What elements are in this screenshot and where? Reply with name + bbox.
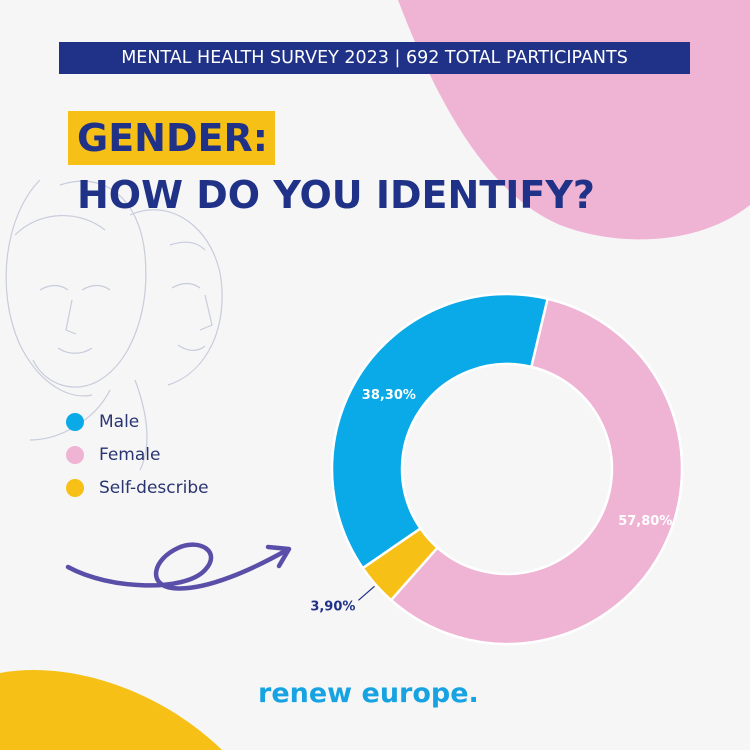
yellow-blob	[0, 670, 222, 750]
survey-banner: MENTAL HEALTH SURVEY 2023 | 692 TOTAL PA…	[59, 42, 690, 74]
data-label-male: 38,30%	[362, 388, 416, 403]
legend-item-self-describe: Self-describe	[66, 471, 209, 504]
data-label-female: 57,80%	[618, 514, 672, 529]
legend-label-male: Male	[99, 411, 140, 432]
slice-male	[330, 292, 550, 570]
title-highlight: GENDER:	[68, 111, 275, 165]
arrow-icon	[65, 542, 290, 591]
legend-swatch-male	[66, 412, 84, 431]
page-title: HOW DO YOU IDENTIFY?	[77, 173, 595, 217]
faces-line-art-icon	[5, 179, 223, 471]
legend-label-female: Female	[99, 444, 161, 465]
legend-item-male: Male	[66, 405, 209, 438]
legend-swatch-self-describe	[66, 478, 84, 497]
brand-logo: renew europe.	[258, 678, 479, 709]
slice-female	[389, 297, 684, 646]
leader-line-self-describe	[358, 585, 375, 601]
legend-item-female: Female	[66, 438, 209, 471]
legend-swatch-female	[66, 445, 84, 464]
arrow-head	[265, 544, 292, 569]
chart-legend: Male Female Self-describe	[66, 405, 209, 504]
legend-label-self-describe: Self-describe	[99, 477, 209, 498]
data-label-self-describe: 3,90%	[310, 599, 355, 614]
